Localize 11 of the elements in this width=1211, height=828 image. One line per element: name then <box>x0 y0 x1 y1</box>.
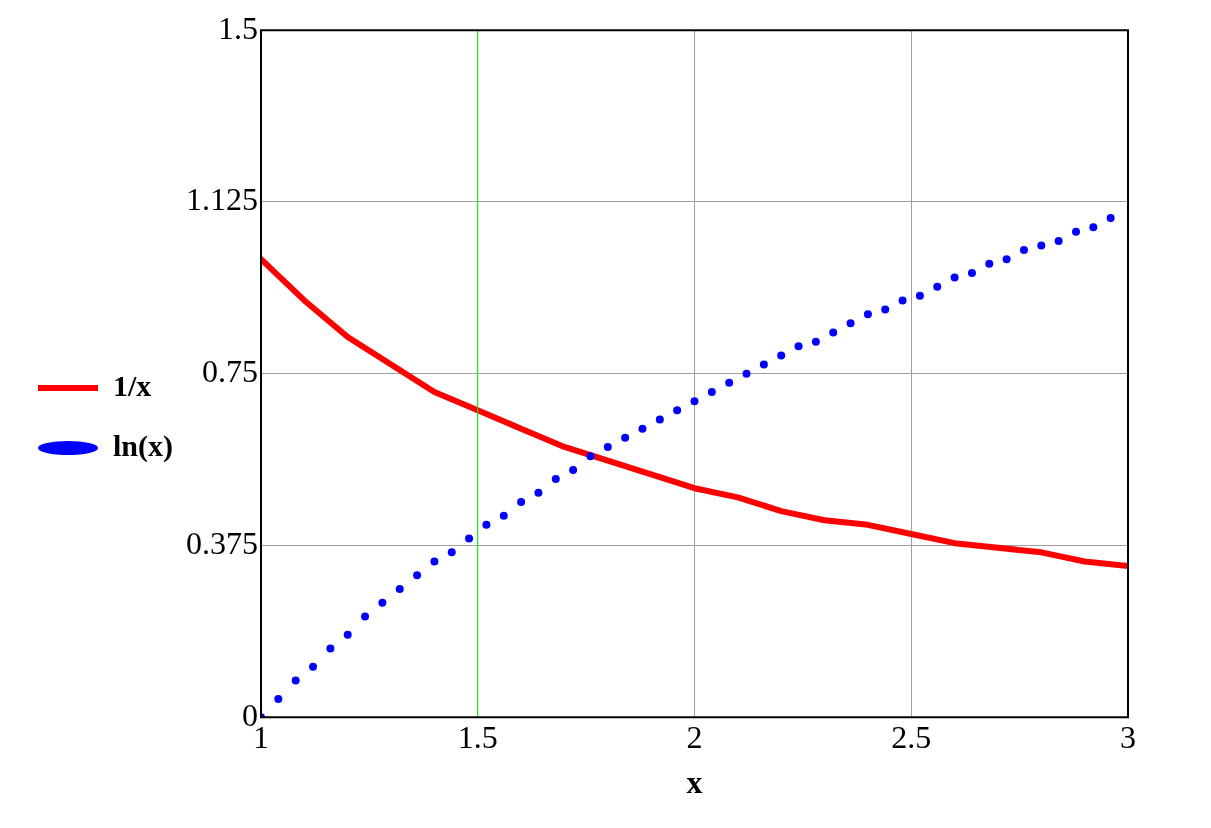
y-tick-label: 0.375 <box>186 524 258 561</box>
x-tick-label: 2 <box>686 718 703 755</box>
legend-label: ln(x) <box>113 428 173 463</box>
y-tick-label: 1.125 <box>186 181 258 218</box>
y-tick-label: 0.75 <box>202 353 258 390</box>
x-tick-label: 3 <box>1120 718 1136 755</box>
x-tick-label: 2.5 <box>891 718 932 755</box>
y-tick-label: 1.5 <box>218 9 258 46</box>
legend-label: 1/x <box>113 368 152 402</box>
x-axis-title: x <box>686 764 703 801</box>
x-tick-label: 1.5 <box>457 718 498 755</box>
